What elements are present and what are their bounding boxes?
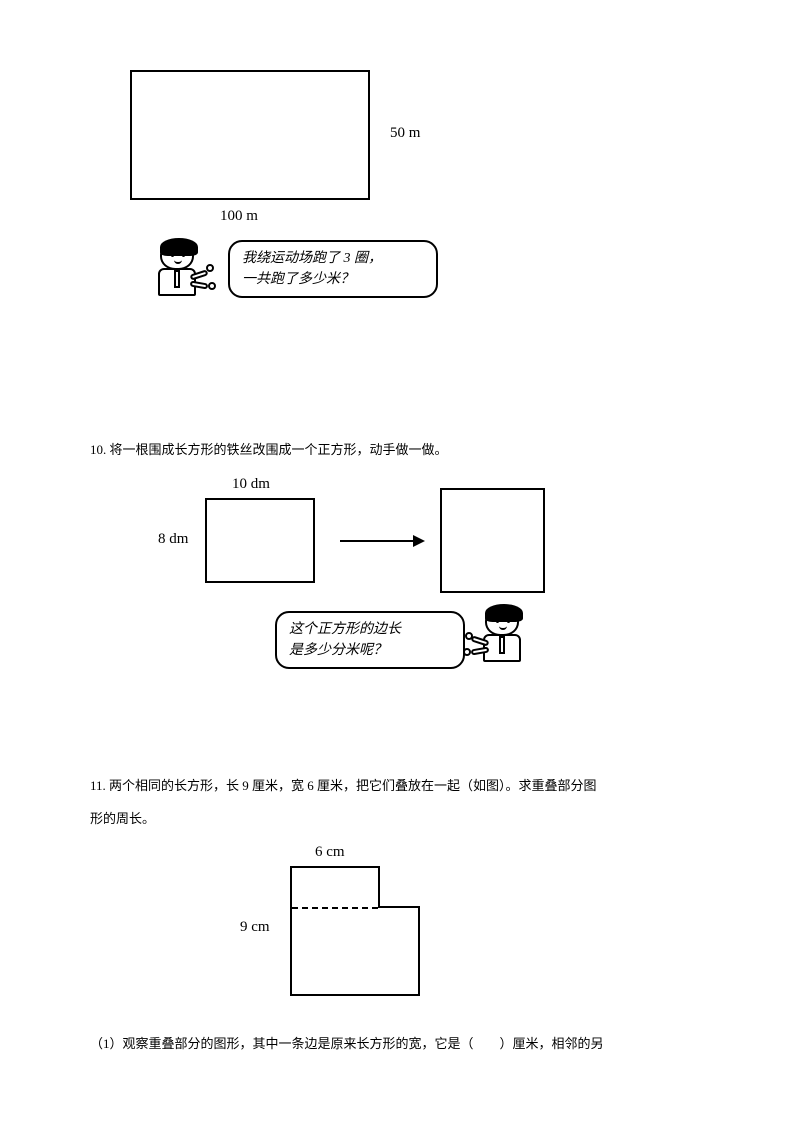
problem-11-sub1: （1）观察重叠部分的图形，其中一条边是原来长方形的宽，它是（ ）厘米，相邻的另 xyxy=(90,1034,710,1055)
problem-11: 11. 两个相同的长方形，长 9 厘米，宽 6 厘米，把它们叠放在一起（如图）。… xyxy=(90,776,710,1055)
speech-bubble-9: 我绕运动场跑了 3 圈， 一共跑了多少米？ xyxy=(228,240,438,298)
source-rectangle xyxy=(205,498,315,583)
overlap-height-label: 9 cm xyxy=(240,919,270,936)
problem-11-number: 11. xyxy=(90,778,106,793)
problem-10-body: 将一根围成长方形的铁丝改围成一个正方形，动手做一做。 xyxy=(110,442,448,457)
problem-11-body1: 两个相同的长方形，长 9 厘米，宽 6 厘米，把它们叠放在一起（如图）。求重叠部… xyxy=(109,778,597,793)
track-rectangle xyxy=(130,70,370,200)
rect-width-label: 10 dm xyxy=(232,476,270,493)
overlap-dashed-line xyxy=(292,907,378,909)
problem-11-text: 11. 两个相同的长方形，长 9 厘米，宽 6 厘米，把它们叠放在一起（如图）。… xyxy=(90,776,710,797)
overlap-width-label: 6 cm xyxy=(315,844,345,861)
speech-line-1: 这个正方形的边长 xyxy=(289,619,451,640)
problem-9-figure: 50 m 100 m 我绕运动场跑了 3 圈， 一共跑了多少米？ xyxy=(110,70,710,360)
speech-bubble-10: 这个正方形的边长 是多少分米呢？ xyxy=(275,611,465,669)
problem-10-number: 10. xyxy=(90,442,106,457)
speech-line-2: 是多少分米呢？ xyxy=(289,640,451,661)
arrow-shaft xyxy=(340,540,415,542)
boy-illustration xyxy=(160,240,220,310)
height-label-50m: 50 m xyxy=(390,125,420,142)
problem-11-figure: 6 cm 9 cm xyxy=(230,844,710,1014)
width-label-100m: 100 m xyxy=(220,208,258,225)
problem-10: 10. 将一根围成长方形的铁丝改围成一个正方形，动手做一做。 10 dm 8 d… xyxy=(90,440,710,716)
arrow-head-icon xyxy=(413,535,425,547)
speech-line-2: 一共跑了多少米？ xyxy=(242,269,424,290)
speech-line-1: 我绕运动场跑了 3 圈， xyxy=(242,248,424,269)
target-square xyxy=(440,488,545,593)
rect-horizontal xyxy=(290,908,420,996)
problem-11-text-2: 形的周长。 xyxy=(90,809,710,830)
boy-illustration xyxy=(485,606,545,676)
problem-10-text: 10. 将一根围成长方形的铁丝改围成一个正方形，动手做一做。 xyxy=(90,440,710,461)
problem-10-figure: 10 dm 8 dm 这个正方形的边长 是多少分米呢？ xyxy=(140,476,710,716)
rect-height-label: 8 dm xyxy=(158,531,188,548)
